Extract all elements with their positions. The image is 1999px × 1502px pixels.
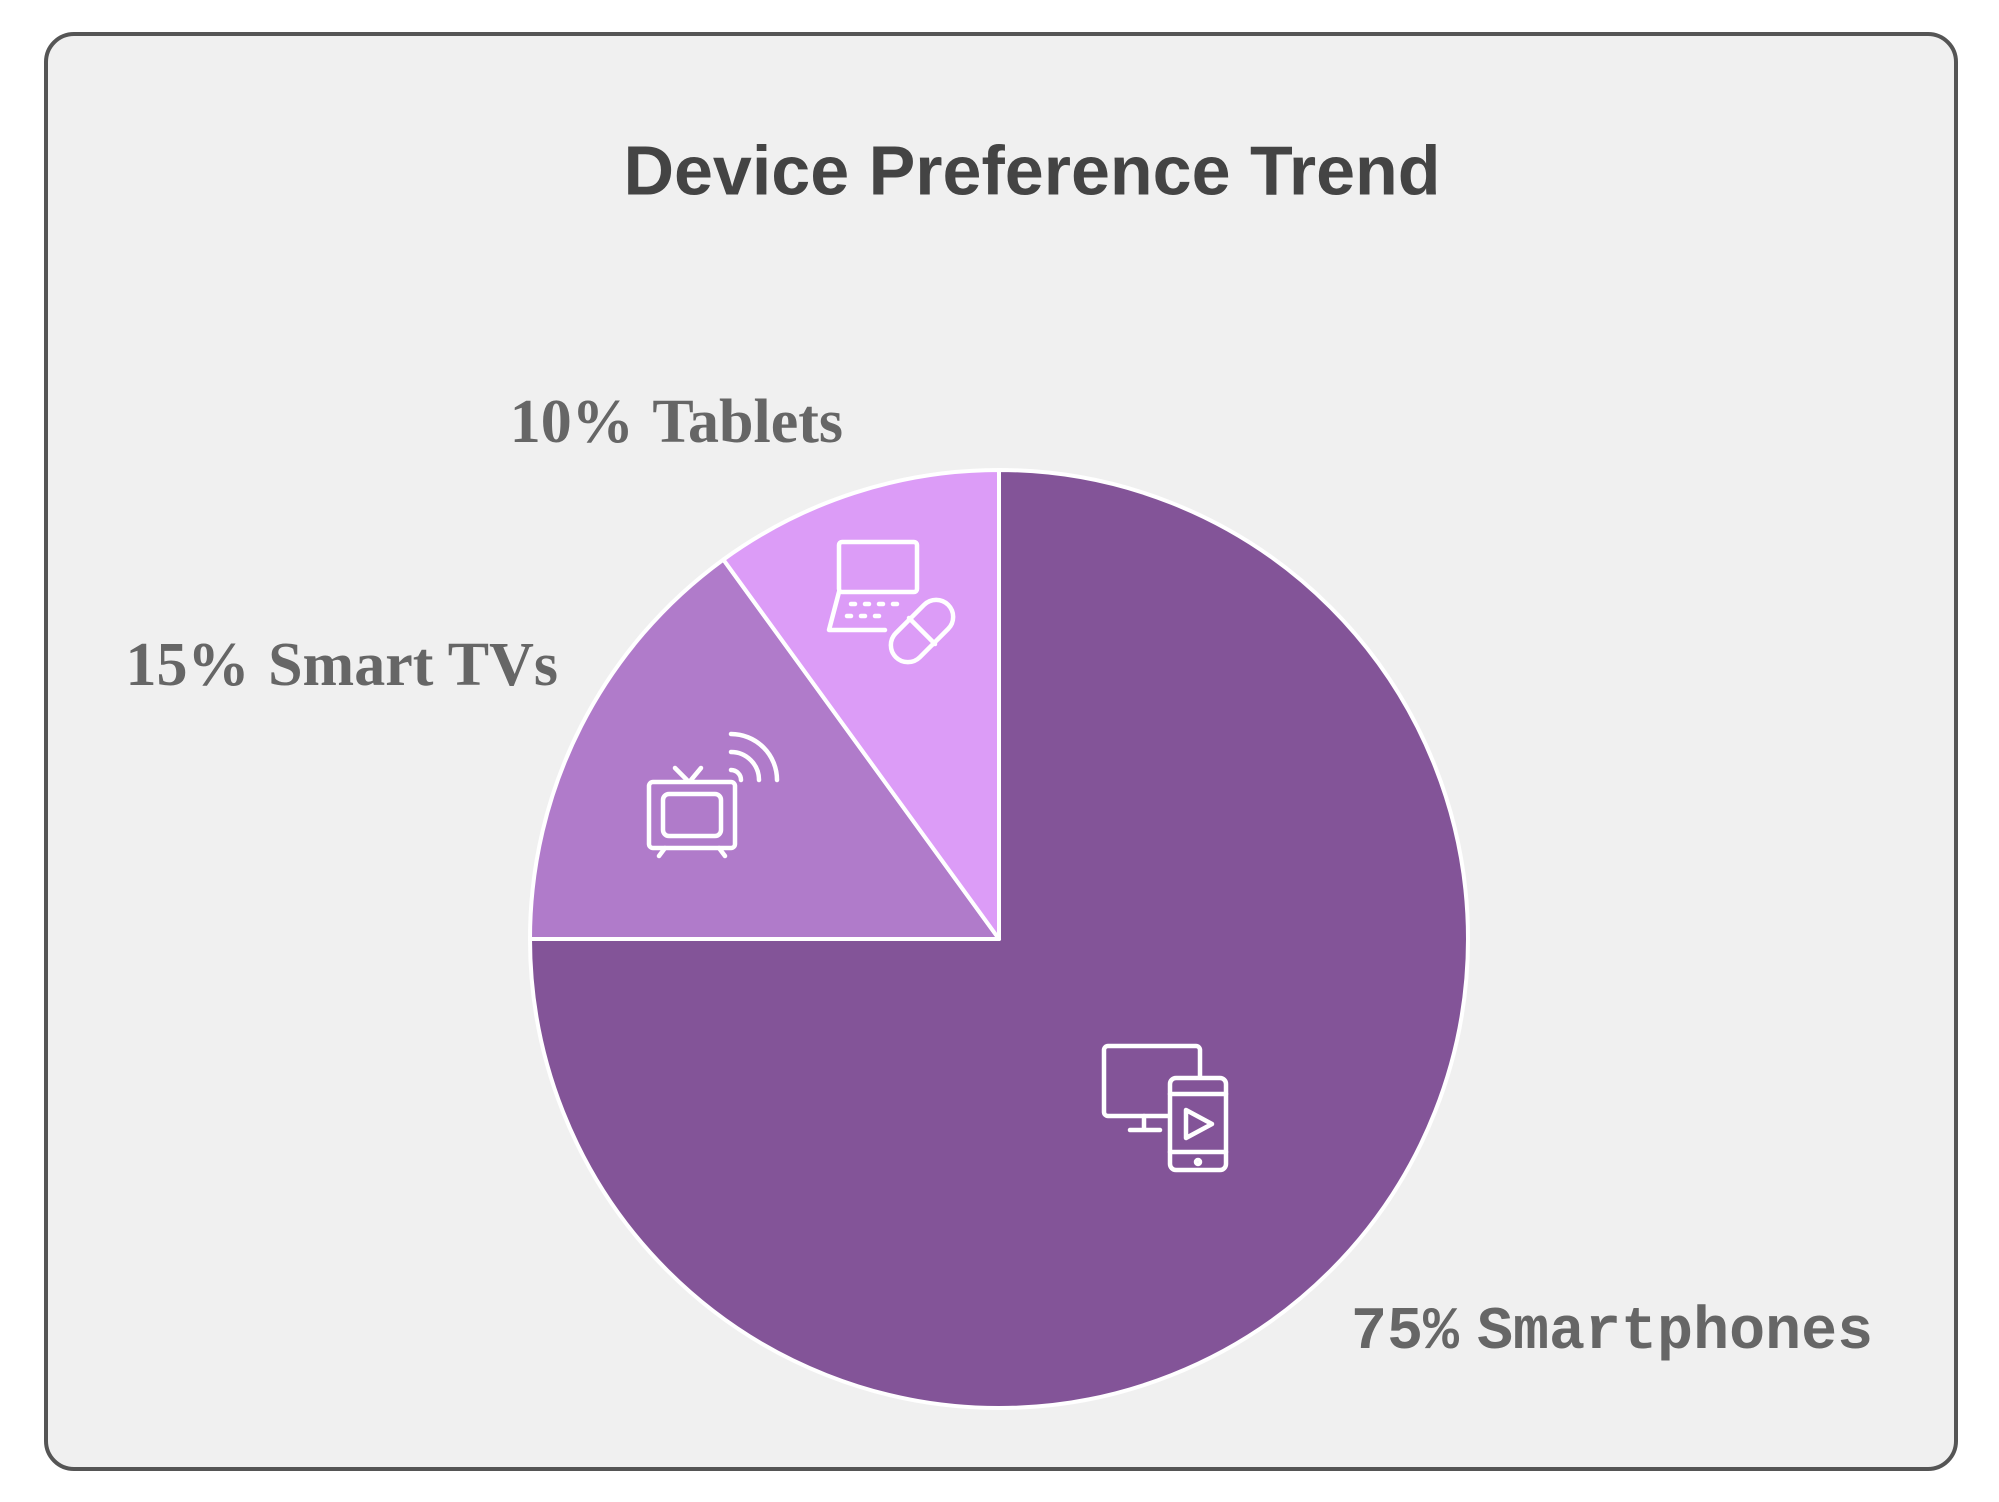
pie-slice xyxy=(721,468,1001,941)
slice-category-label: Tablets xyxy=(652,388,843,456)
chart-title: Device Preference Trend xyxy=(623,131,1440,209)
slice-value-label: 15% xyxy=(125,631,249,699)
slice-category-label: Smart TVs xyxy=(268,631,558,699)
pie xyxy=(528,468,1470,1410)
smartphone-icon xyxy=(1101,1043,1229,1173)
slice-value-label: 10% xyxy=(510,388,634,456)
slice-category-label: Smartphones xyxy=(1477,1299,1873,1367)
tablet-icon xyxy=(826,539,956,665)
slice-value-label: 75% xyxy=(1351,1299,1460,1367)
slice-label: 15% Smart TVs xyxy=(125,631,558,699)
slice-label: 10% Tablets xyxy=(510,388,843,456)
slice-label: 75% Smartphones xyxy=(1351,1299,1873,1367)
smart-tv-icon xyxy=(646,731,780,859)
